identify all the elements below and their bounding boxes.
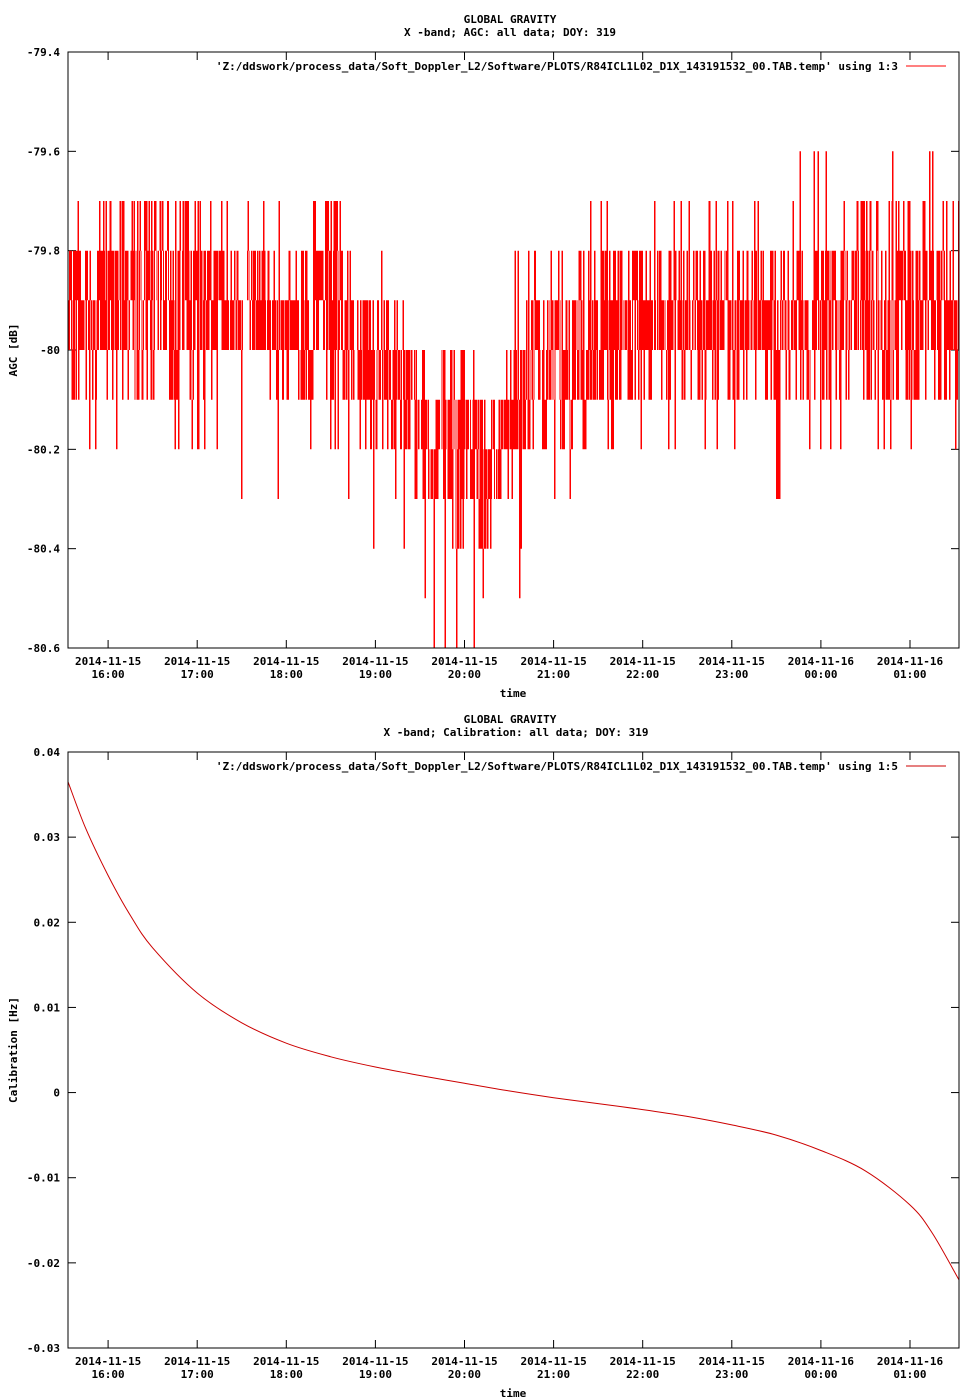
- agc-x-tick-date: 2014-11-15: [75, 655, 141, 668]
- calibration-y-axis-label: Calibration [Hz]: [7, 997, 20, 1103]
- calibration-y-tick-label: 0.04: [34, 746, 61, 759]
- agc-legend-label: 'Z:/ddswork/process_data/Soft_Doppler_L2…: [216, 60, 898, 73]
- calibration-x-tick-time: 23:00: [715, 1368, 748, 1381]
- agc-y-tick-label: -80.6: [27, 642, 60, 655]
- calibration-x-tick-time: 00:00: [804, 1368, 837, 1381]
- agc-x-tick-date: 2014-11-15: [520, 655, 586, 668]
- calibration-x-tick-time: 19:00: [359, 1368, 392, 1381]
- agc-x-tick-time: 16:00: [92, 668, 125, 681]
- agc-x-tick-date: 2014-11-16: [877, 655, 944, 668]
- calibration-x-tick-date: 2014-11-15: [431, 1355, 497, 1368]
- calibration-x-tick-date: 2014-11-15: [164, 1355, 230, 1368]
- calibration-y-tick-label: -0.01: [27, 1172, 60, 1185]
- calibration-chart: GLOBAL GRAVITY X -band; Calibration: all…: [7, 713, 960, 1400]
- agc-y-tick-label: -80: [40, 344, 60, 357]
- calibration-x-tick-time: 01:00: [893, 1368, 926, 1381]
- calibration-legend-label: 'Z:/ddswork/process_data/Soft_Doppler_L2…: [216, 760, 898, 773]
- calibration-x-tick-date: 2014-11-16: [877, 1355, 944, 1368]
- calibration-chart-title: GLOBAL GRAVITY: [464, 713, 557, 726]
- calibration-x-tick-time: 17:00: [181, 1368, 214, 1381]
- calibration-series-line: [67, 781, 960, 1281]
- calibration-series-path: [67, 781, 960, 1281]
- calibration-axis-ticks: 0.04 0.03 0.02 0.01 0 -0.01 -0.02 -0.03 2014-11-…: [27, 746, 959, 1381]
- agc-series-line: [68, 151, 959, 648]
- calibration-x-tick-date: 2014-11-15: [610, 1355, 676, 1368]
- calibration-y-tick-label: 0: [53, 1087, 60, 1100]
- agc-x-tick-time: 20:00: [448, 668, 481, 681]
- agc-chart-subtitle: X -band; AGC: all data; DOY: 319: [404, 26, 616, 39]
- agc-axis-ticks: -79.4 -79.6 -79.8 -80 -80.2 -80.4 -80.6 2014-11…: [27, 46, 959, 681]
- agc-x-tick-time: 23:00: [715, 668, 748, 681]
- agc-chart-title: GLOBAL GRAVITY: [464, 13, 557, 26]
- agc-x-tick-time: 17:00: [181, 668, 214, 681]
- agc-y-tick-label: -80.2: [27, 443, 60, 456]
- calibration-y-tick-label: 0.03: [34, 831, 61, 844]
- calibration-y-tick-label: -0.03: [27, 1342, 60, 1355]
- agc-x-tick-date: 2014-11-15: [699, 655, 765, 668]
- agc-x-tick-date: 2014-11-15: [431, 655, 497, 668]
- agc-y-tick-label: -80.4: [27, 543, 60, 556]
- calibration-x-tick-time: 20:00: [448, 1368, 481, 1381]
- agc-series-path: [68, 151, 959, 648]
- agc-plot-frame: [67, 51, 960, 649]
- calibration-x-tick-time: 18:00: [270, 1368, 303, 1381]
- agc-x-tick-date: 2014-11-15: [253, 655, 319, 668]
- agc-x-tick-date: 2014-11-15: [164, 655, 230, 668]
- calibration-y-tick-label: 0.02: [34, 916, 61, 929]
- calibration-x-tick-time: 22:00: [626, 1368, 659, 1381]
- agc-y-tick-label: -79.4: [27, 46, 60, 59]
- agc-x-tick-time: 01:00: [893, 668, 926, 681]
- calibration-y-tick-label: 0.01: [34, 1001, 61, 1014]
- calibration-x-tick-date: 2014-11-16: [788, 1355, 855, 1368]
- agc-x-tick-date: 2014-11-15: [342, 655, 408, 668]
- calibration-x-tick-time: 16:00: [92, 1368, 125, 1381]
- agc-x-tick-time: 21:00: [537, 668, 570, 681]
- calibration-x-tick-date: 2014-11-15: [75, 1355, 141, 1368]
- agc-x-tick-time: 18:00: [270, 668, 303, 681]
- agc-x-axis-label: time: [500, 687, 527, 700]
- calibration-x-tick-date: 2014-11-15: [699, 1355, 765, 1368]
- agc-x-tick-time: 22:00: [626, 668, 659, 681]
- agc-chart: GLOBAL GRAVITY X -band; AGC: all data; D…: [7, 13, 960, 700]
- agc-y-axis-label: AGC [dB]: [7, 324, 20, 377]
- calibration-x-axis-label: time: [500, 1387, 527, 1400]
- agc-x-tick-time: 00:00: [804, 668, 837, 681]
- agc-y-tick-label: -79.6: [27, 145, 60, 158]
- calibration-x-tick-date: 2014-11-15: [253, 1355, 319, 1368]
- agc-x-tick-time: 19:00: [359, 668, 392, 681]
- calibration-plot-frame: [67, 751, 960, 1349]
- agc-x-tick-date: 2014-11-16: [788, 655, 855, 668]
- agc-y-tick-label: -79.8: [27, 245, 60, 258]
- calibration-chart-subtitle: X -band; Calibration: all data; DOY: 319: [384, 726, 649, 739]
- calibration-y-tick-label: -0.02: [27, 1257, 60, 1270]
- calibration-x-tick-date: 2014-11-15: [342, 1355, 408, 1368]
- calibration-x-tick-time: 21:00: [537, 1368, 570, 1381]
- calibration-x-tick-date: 2014-11-15: [520, 1355, 586, 1368]
- agc-x-tick-date: 2014-11-15: [610, 655, 676, 668]
